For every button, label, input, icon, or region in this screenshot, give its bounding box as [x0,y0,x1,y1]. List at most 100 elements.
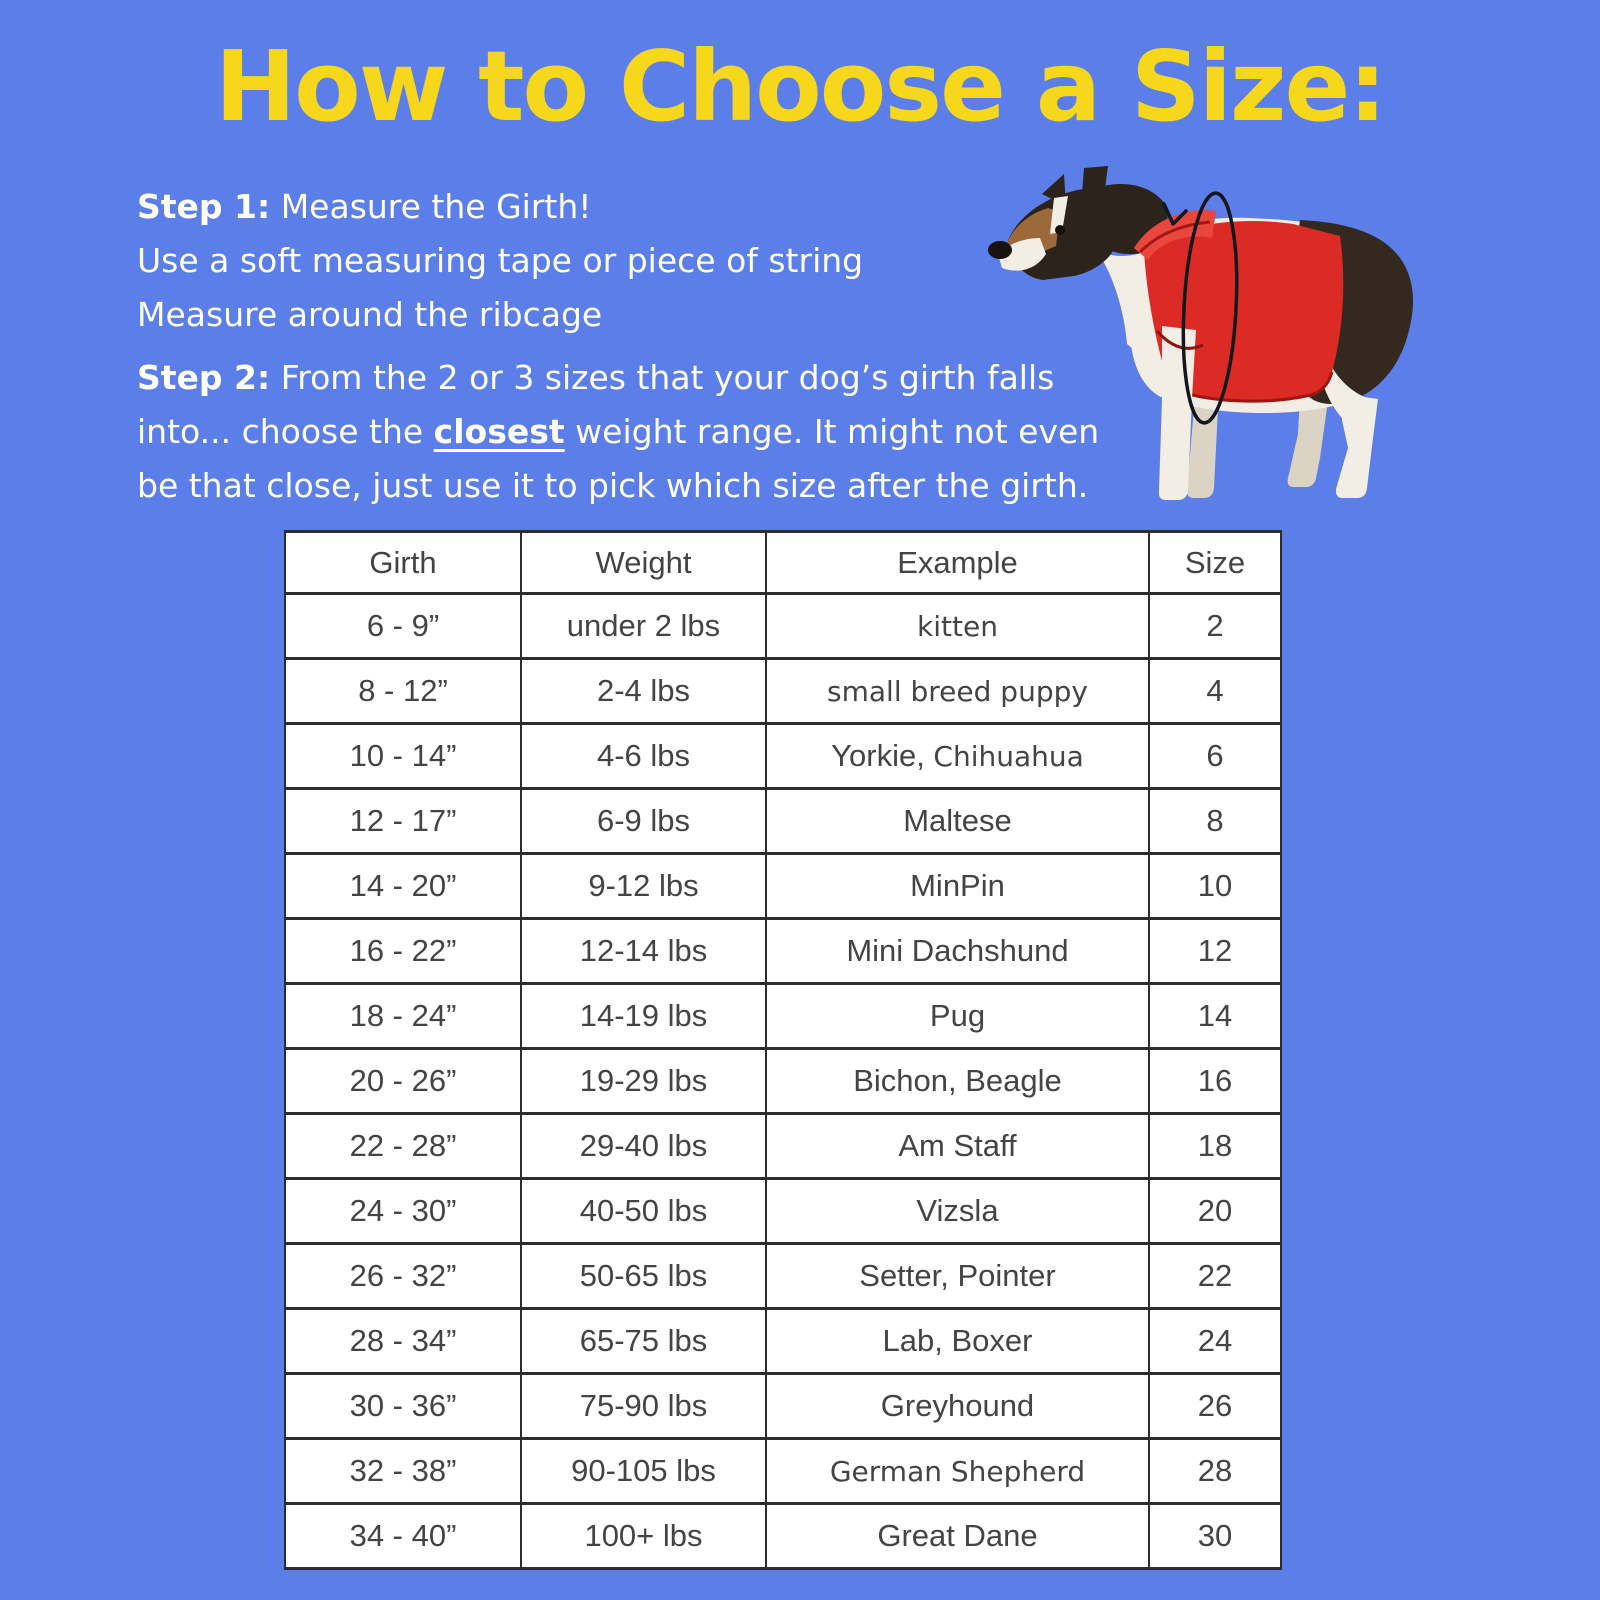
size-cell: 4 [1148,657,1282,725]
girth-cell: 30 - 36” [284,1372,522,1440]
weight-cell: 50-65 lbs [520,1242,767,1310]
instructions: Step 1: Measure the Girth! Use a soft me… [137,180,1099,513]
girth-cell: 32 - 38” [284,1437,522,1505]
girth-cell: 16 - 22” [284,917,522,985]
example-text: Bichon, Beagle [853,1063,1062,1098]
size-cell: 6 [1148,722,1282,790]
page-title: How to Choose a Size: [214,30,1387,143]
example-text: small breed puppy [827,675,1088,708]
vest-armhole-edge [1155,330,1204,350]
step1-line-2: Measure around the ribcage [137,295,603,334]
table-row: 22 - 28” 29-40 lbs Am Staff 18 [284,1112,1282,1180]
weight-cell: 75-90 lbs [520,1372,767,1440]
col-header-size: Size [1148,530,1282,595]
weight-cell: 40-50 lbs [520,1177,767,1245]
example-text: German Shepherd [829,1455,1086,1488]
dog-front-leg [1158,326,1196,500]
example-text: Am Staff [898,1128,1017,1163]
table-row: 18 - 24” 14-19 lbs Pug 14 [284,982,1282,1050]
example-text: Chihuahua [933,740,1084,773]
girth-cell: 14 - 20” [284,852,522,920]
weight-cell: 90-105 lbs [520,1437,767,1505]
example-cell: Mini Dachshund [765,917,1150,985]
girth-cell: 12 - 17” [284,787,522,855]
example-text: Great Dane [877,1518,1038,1553]
table-row: 32 - 38” 90-105 lbs German Shepherd 28 [284,1437,1282,1505]
example-text: Greyhound [880,1388,1035,1423]
step2-line-2: into... choose the closest weight range.… [137,412,1100,451]
example-text: MinPin [910,868,1005,903]
table-row: 10 - 14” 4-6 lbs Yorkie, Chihuahua 6 [284,722,1282,790]
example-cell: Vizsla [765,1177,1150,1245]
girth-cell: 34 - 40” [284,1502,522,1570]
dog-chest [1096,250,1151,364]
step2-line-3: be that close, just use it to pick which… [137,466,1089,505]
dog-illustration [988,166,1414,500]
example-text: Mini Dachshund [846,933,1069,968]
weight-cell: 4-6 lbs [520,722,767,790]
table-row: 12 - 17” 6-9 lbs Maltese 8 [284,787,1282,855]
example-text: Maltese [903,803,1012,838]
step1-heading: Step 1: Measure the Girth! [137,187,592,226]
weight-cell: 29-40 lbs [520,1112,767,1180]
table-row: 24 - 30” 40-50 lbs Vizsla 20 [284,1177,1282,1245]
size-cell: 2 [1148,592,1282,660]
weight-cell: 19-29 lbs [520,1047,767,1115]
girth-cell: 20 - 26” [284,1047,522,1115]
table-row: 34 - 40” 100+ lbs Great Dane 30 [284,1502,1282,1570]
size-cell: 12 [1148,917,1282,985]
table-row: 8 - 12” 2-4 lbs small breed puppy 4 [284,657,1282,725]
size-cell: 16 [1148,1047,1282,1115]
table-row: 20 - 26” 19-29 lbs Bichon, Beagle 16 [284,1047,1282,1115]
weight-cell: 100+ lbs [520,1502,767,1570]
dog-far-rear-leg [1287,394,1328,487]
col-header-example: Example [765,530,1150,595]
example-text: Lab, Boxer [882,1323,1033,1358]
dog-eye [1055,225,1065,235]
size-table: Girth Weight Example Size 6 - 9” under 2 … [284,530,1282,1570]
dog-photo [948,158,1420,510]
weight-cell: 14-19 lbs [520,982,767,1050]
dog-rear-leg [1335,394,1378,498]
closest-emphasis: closest [433,412,565,451]
size-cell: 8 [1148,787,1282,855]
size-cell: 30 [1148,1502,1282,1570]
table-row: 26 - 32” 50-65 lbs Setter, Pointer 22 [284,1242,1282,1310]
size-cell: 10 [1148,852,1282,920]
col-header-girth: Girth [284,530,522,595]
step2-label: Step 2: [137,358,271,397]
example-cell: Bichon, Beagle [765,1047,1150,1115]
example-cell: Pug [765,982,1150,1050]
table-row: 14 - 20” 9-12 lbs MinPin 10 [284,852,1282,920]
example-cell: small breed puppy [765,657,1150,725]
example-cell: Setter, Pointer [765,1242,1150,1310]
girth-cell: 6 - 9” [284,592,522,660]
example-cell: Maltese [765,787,1150,855]
girth-cell: 26 - 32” [284,1242,522,1310]
col-header-weight: Weight [520,530,767,595]
size-cell: 18 [1148,1112,1282,1180]
girth-loop-icon [1181,191,1239,425]
size-cell: 26 [1148,1372,1282,1440]
table-row: 16 - 22” 12-14 lbs Mini Dachshund 12 [284,917,1282,985]
example-cell: MinPin [765,852,1150,920]
weight-cell: 12-14 lbs [520,917,767,985]
example-cell: German Shepherd [765,1437,1150,1505]
girth-cell: 18 - 24” [284,982,522,1050]
size-cell: 14 [1148,982,1282,1050]
girth-cell: 24 - 30” [284,1177,522,1245]
size-cell: 20 [1148,1177,1282,1245]
example-text: Vizsla [916,1193,999,1228]
weight-cell: 2-4 lbs [520,657,767,725]
girth-cell: 10 - 14” [284,722,522,790]
table-row: 28 - 34” 65-75 lbs Lab, Boxer 24 [284,1307,1282,1375]
step2-line-1: Step 2: From the 2 or 3 sizes that your … [137,358,1055,397]
example-text: Setter, Pointer [859,1258,1056,1293]
table-row: 6 - 9” under 2 lbs kitten 2 [284,592,1282,660]
collar-fold-line [1138,220,1211,254]
example-cell: Am Staff [765,1112,1150,1180]
example-text: kitten [917,610,998,643]
size-cell: 24 [1148,1307,1282,1375]
example-cell: kitten [765,592,1150,660]
weight-cell: under 2 lbs [520,592,767,660]
